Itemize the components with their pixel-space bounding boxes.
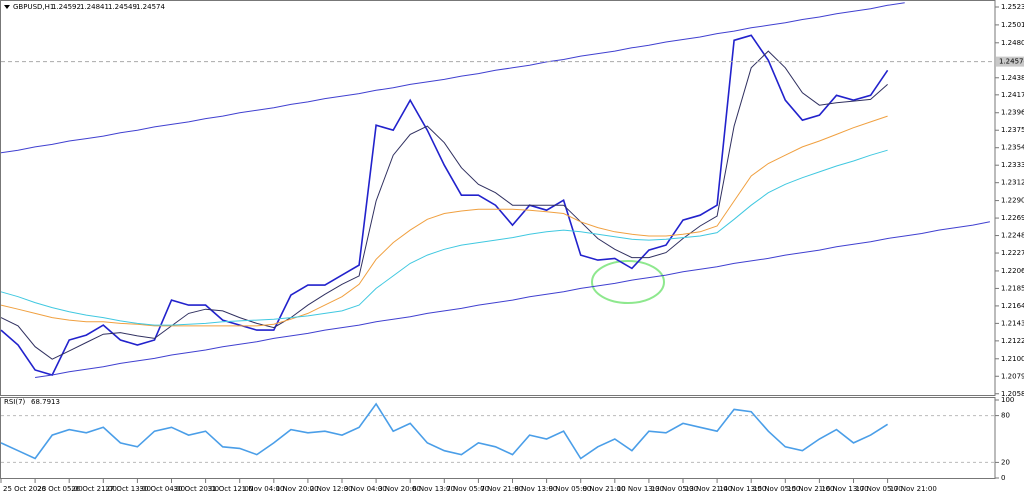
y-tick-label: 1.2438	[1001, 74, 1024, 82]
quote-value: 1.24574	[136, 3, 165, 11]
series-line	[0, 402, 889, 460]
quote-value: 1.24549	[108, 3, 137, 11]
y-tick-label: 1.24175	[1001, 91, 1024, 99]
y-tick-label: 1.22275	[1001, 249, 1024, 257]
y-tick-label: 1.22695	[1001, 214, 1024, 222]
rsi-value: 68.7913	[31, 398, 60, 406]
y-tick-label: 1.23960	[1001, 109, 1024, 117]
x-tick-label: 17 Nov 05:00	[856, 485, 903, 493]
series-line	[0, 149, 888, 326]
x-tick-label: 1 Nov 04:00	[242, 485, 285, 493]
y-tick-label: 0	[1001, 474, 1005, 482]
series-line	[0, 115, 888, 327]
y-tick-label: 1.21005	[1001, 355, 1024, 363]
x-tick-label: 17 Nov 21:00	[890, 485, 937, 493]
series-line	[0, 50, 888, 360]
x-tick-label: 3 Nov 20:00	[378, 485, 421, 493]
symbol: GBPUSD,H1	[13, 3, 54, 11]
x-tick-label: 27 Oct 13:00	[105, 485, 151, 493]
y-tick-label: 1.21430	[1001, 319, 1024, 327]
x-tick-label: 7 Nov 05:00	[446, 485, 489, 493]
main-frame	[0, 0, 996, 396]
x-tick-label: 30 Oct 04:00	[139, 485, 185, 493]
y-tick-label: 1.21850	[1001, 284, 1024, 292]
y-tick-label: 1.23540	[1001, 144, 1024, 152]
x-tick-label: 10 Nov 13:00	[617, 485, 664, 493]
x-tick-label: 3 Nov 04:00	[344, 485, 387, 493]
x-tick-label: 30 Oct 20:00	[174, 485, 220, 493]
x-tick-label: 13 Nov 21:00	[685, 485, 732, 493]
highlight-ellipse	[591, 260, 665, 304]
x-tick-label: 26 Oct 21:00	[71, 485, 117, 493]
quote-value: 1.24592	[52, 3, 81, 11]
x-tick-label: 9 Nov 21:00	[583, 485, 626, 493]
y-tick-label: 1.21640	[1001, 302, 1024, 310]
y-tick-label: 1.25015	[1001, 21, 1024, 29]
quote-value: 1.24841	[80, 3, 109, 11]
x-tick-label: 6 Nov 13:00	[412, 485, 455, 493]
menu-arrow	[4, 5, 10, 9]
y-tick-label: 80	[1001, 412, 1010, 420]
y-tick-label: 100	[1001, 396, 1014, 404]
y-tick-label: 1.24800	[1001, 39, 1024, 47]
x-tick-label: 2 Nov 12:00	[310, 485, 353, 493]
y-tick-label: 1.23330	[1001, 161, 1024, 169]
x-tick-label: 14 Nov 13:00	[719, 485, 766, 493]
x-tick-label: 25 Oct 2023	[3, 485, 46, 493]
x-tick-label: 16 Nov 13:00	[821, 485, 868, 493]
y-tick-label: 1.22485	[1001, 232, 1024, 240]
y-tick-label: 1.20585	[1001, 390, 1024, 398]
x-tick-label: 31 Oct 12:00	[208, 485, 254, 493]
y-tick-label: 1.23120	[1001, 179, 1024, 187]
price-label: 1.24574	[999, 58, 1024, 66]
x-tick-label: 9 Nov 05:00	[549, 485, 592, 493]
x-tick-label: 15 Nov 21:00	[787, 485, 834, 493]
rsi-frame	[0, 397, 996, 479]
x-tick-label: 15 Nov 05:00	[753, 485, 800, 493]
x-tick-label: 26 Oct 05:00	[37, 485, 83, 493]
series-line	[0, 34, 889, 376]
main-plot	[0, 2, 995, 378]
x-tick-label: 8 Nov 13:00	[515, 485, 558, 493]
x-tick-label: 7 Nov 21:00	[480, 485, 523, 493]
y-tick-label: 20	[1001, 458, 1010, 466]
rsi-title: RSI(7)	[4, 398, 26, 406]
y-tick-label: 1.25230	[1001, 3, 1024, 11]
y-tick-label: 1.22060	[1001, 267, 1024, 275]
y-tick-label: 1.22905	[1001, 197, 1024, 205]
series-line	[0, 2, 905, 154]
price-label-box	[996, 56, 1024, 67]
x-tick-label: 13 Nov 05:00	[651, 485, 698, 493]
y-tick-label: 1.23750	[1001, 126, 1024, 134]
series-line	[35, 221, 990, 378]
y-tick-label: 1.20795	[1001, 372, 1024, 380]
y-tick-label: 1.21220	[1001, 337, 1024, 345]
x-tick-label: 1 Nov 20:00	[276, 485, 319, 493]
